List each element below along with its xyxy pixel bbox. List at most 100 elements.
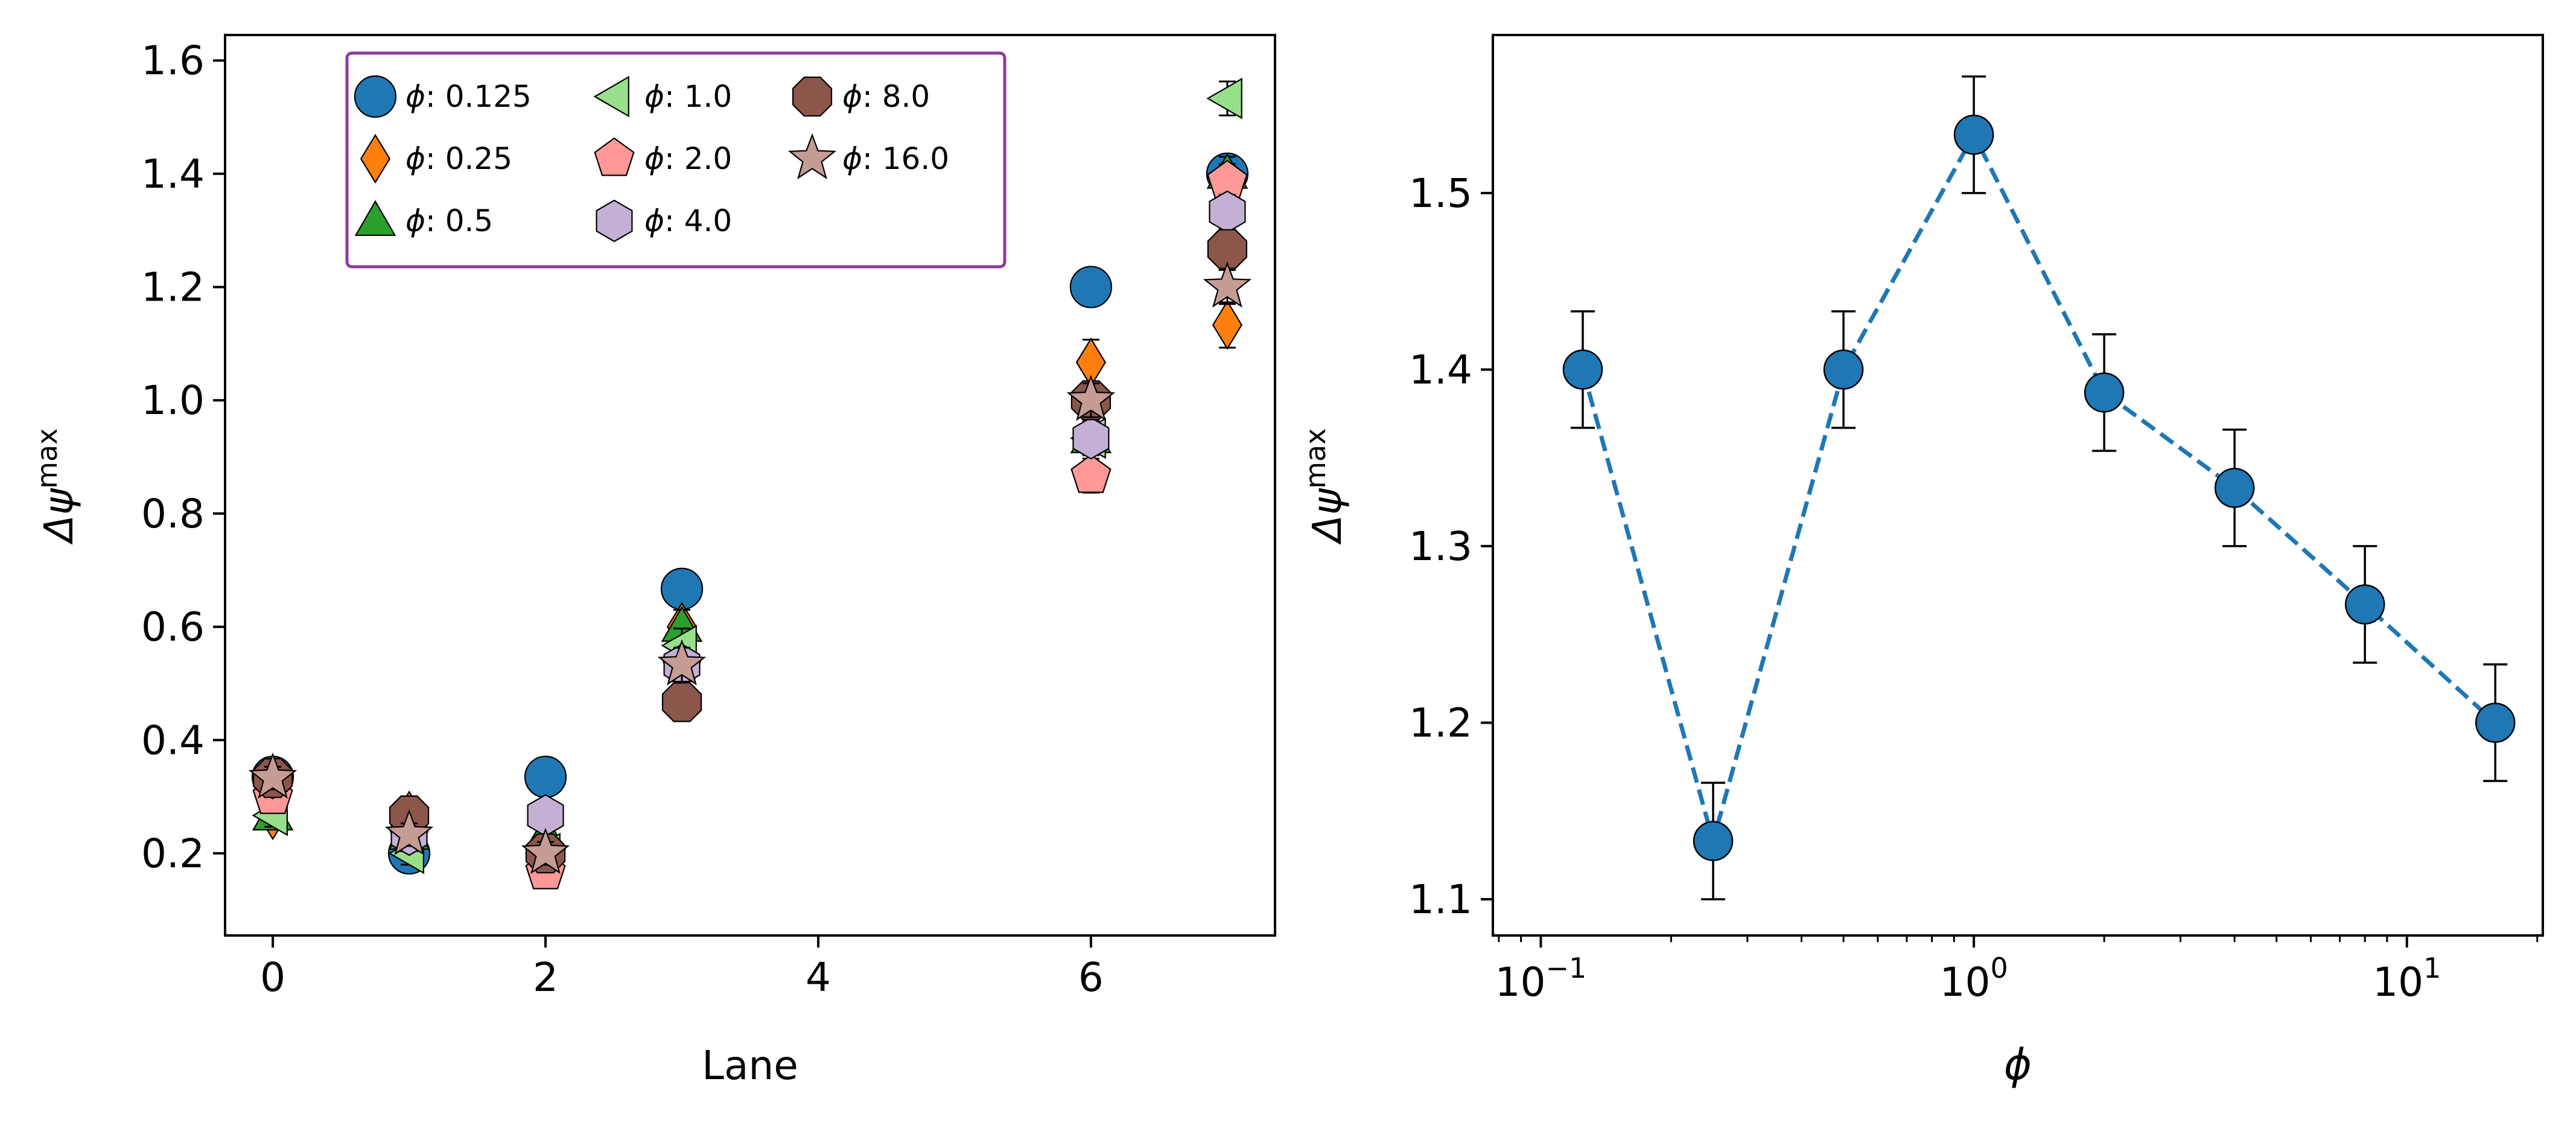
left-y-axis: 0.2 0.4 0.6 0.8 1.0 1.2 1.4 1.6 (141, 37, 225, 877)
right-y-axis-label-sup: max (1299, 429, 1332, 489)
legend-value: : 4.0 (664, 203, 732, 238)
legend-value: : 0.125 (425, 79, 532, 114)
right-x-axis-label: ϕ (2004, 1040, 2032, 1089)
y-tick-label: 0.4 (141, 717, 205, 763)
y-tick-label: 1.2 (141, 264, 205, 311)
data-point (1066, 374, 1116, 421)
data-point (1693, 821, 1734, 861)
legend-item-16.0: ϕ: 16.0 (787, 133, 949, 180)
legend-box (345, 51, 1007, 269)
series-line (1580, 130, 2497, 849)
left-chart: 0 2 4 6 0.2 0.4 0.6 0.8 1.0 1.2 1.4 1.6 Lane Δψmax… (31, 34, 1276, 1089)
left-y-axis-label-main: Δψ (36, 488, 82, 545)
legend-item-8.0: ϕ: 8.0 (792, 76, 930, 117)
legend-value: : 8.0 (862, 79, 930, 114)
legend-marker (792, 76, 833, 117)
data-point (248, 752, 297, 799)
data-point-group (1823, 310, 1864, 429)
left-y-axis-label: Δψmax (31, 429, 82, 546)
data-point (657, 639, 707, 686)
y-tick-label: 1.1 (1409, 876, 1472, 923)
y-tick-label: 1.4 (141, 151, 205, 197)
data-point (1203, 261, 1252, 308)
data-point (1072, 416, 1110, 460)
x-tick-base: 10 (2373, 959, 2423, 1005)
left-x-axis: 0 2 4 6 (260, 935, 1104, 1001)
legend-phi: ϕ (405, 141, 425, 176)
legend-label: ϕ: 16.0 (842, 141, 949, 176)
data-point (1562, 349, 1603, 390)
x-tick-exponent: 0 (1990, 952, 2008, 984)
left-y-axis-label-sup: max (31, 429, 63, 489)
y-tick-label: 1.6 (141, 37, 205, 84)
legend-label: ϕ: 1.0 (644, 79, 732, 114)
data-point-group (1693, 782, 1734, 900)
legend-label: ϕ: 2.0 (644, 141, 732, 176)
legend-value: : 16.0 (862, 141, 949, 176)
legend-label: ϕ: 8.0 (842, 79, 930, 114)
right-y-axis-label: Δψmax (1299, 429, 1350, 546)
legend-label: ϕ: 4.0 (644, 203, 732, 238)
x-tick-exponent: 1 (2423, 952, 2441, 984)
data-point (2475, 703, 2516, 743)
legend-value: : 2.0 (664, 141, 732, 176)
data-point-group (2084, 333, 2125, 452)
legend-value: : 0.25 (425, 141, 512, 176)
legend-marker (360, 133, 391, 184)
right-y-axis: 1.1 1.2 1.3 1.4 1.5 (1409, 170, 1493, 923)
data-point (1212, 300, 1242, 350)
legend-item-0.5: ϕ: 0.5 (354, 200, 493, 238)
data-point (384, 809, 434, 856)
legend-phi: ϕ (842, 141, 862, 176)
x-tick-label: 100 (1939, 952, 2008, 1005)
legend-phi: ϕ (405, 79, 425, 114)
data-point-group (2214, 429, 2255, 547)
legend-item-0.25: ϕ: 0.25 (360, 133, 512, 184)
y-tick-label: 0.8 (141, 491, 205, 537)
right-chart: 10−1 100 101 1.11.21.31.41.5 ϕ Δψmax (1299, 34, 2544, 1089)
legend-phi: ϕ (842, 79, 862, 114)
legend-item-2.0: ϕ: 2.0 (594, 137, 732, 176)
data-point (2214, 468, 2255, 508)
x-tick-label: 6 (1078, 954, 1104, 1001)
data-point (521, 827, 570, 875)
legend-marker (787, 133, 837, 180)
y-tick-label: 1.3 (1409, 523, 1472, 570)
data-point-group (2475, 663, 2516, 782)
legend-phi: ϕ (644, 203, 664, 238)
data-point (2084, 372, 2125, 413)
x-tick-label: 101 (2373, 952, 2441, 1005)
legend-item-1.0: ϕ: 1.0 (593, 75, 732, 118)
y-tick-label: 1.5 (1409, 170, 1472, 217)
y-tick-label: 1.2 (1409, 699, 1472, 746)
legend-value: : 1.0 (664, 79, 732, 114)
legend-item-0.125: ϕ: 0.125 (354, 75, 532, 118)
x-tick-base: 10 (1495, 959, 1546, 1005)
x-tick-label: 10−1 (1495, 952, 1587, 1005)
data-point (1207, 229, 1247, 269)
data-point (2344, 584, 2385, 625)
right-y-axis-label-main: Δψ (1304, 488, 1350, 545)
right-x-axis: 10−1 100 101 (1495, 935, 2539, 1005)
legend-label: ϕ: 0.125 (405, 79, 532, 114)
data-point (1823, 349, 1864, 390)
data-point (1070, 454, 1111, 493)
x-tick-label: 4 (806, 954, 831, 1001)
x-tick-exponent: −1 (1546, 952, 1587, 984)
y-tick-label: 1.0 (141, 377, 205, 424)
legend-marker (593, 75, 629, 118)
legend-phi: ϕ (405, 203, 425, 238)
data-point (1953, 115, 1994, 155)
x-tick-label: 2 (533, 954, 558, 1001)
legend-label: ϕ: 0.25 (405, 141, 512, 176)
legend-marker (354, 200, 396, 236)
left-plot-frame (224, 34, 1276, 937)
y-tick-label: 1.4 (1409, 346, 1472, 393)
y-tick-label: 0.2 (141, 830, 205, 877)
data-point (1069, 266, 1113, 308)
legend-phi: ϕ (644, 141, 664, 176)
data-point (524, 756, 567, 798)
legend-item-4.0: ϕ: 4.0 (596, 199, 732, 243)
legend-marker (594, 137, 635, 176)
